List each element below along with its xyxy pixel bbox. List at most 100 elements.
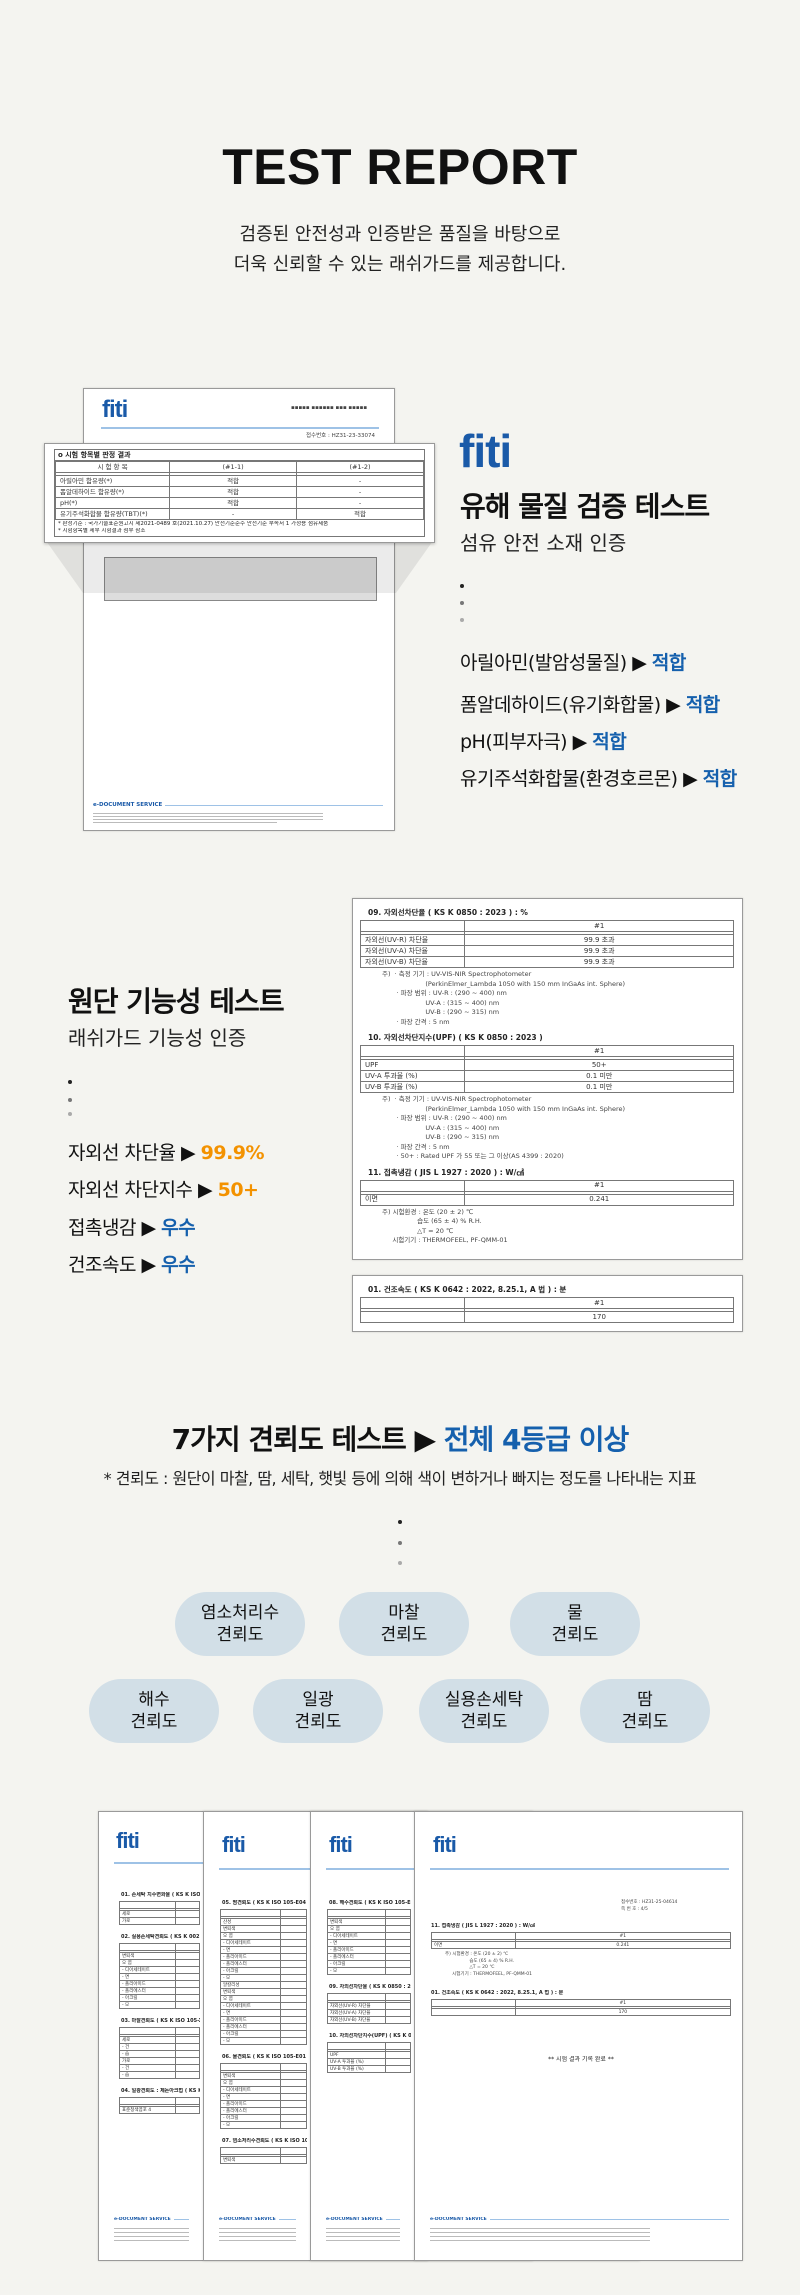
result-label: pH(피부자극): [460, 731, 573, 753]
table-row: - 모: [326, 1967, 411, 1975]
table-cell: 자외선(UV-B) 차단율: [326, 2016, 387, 2024]
table-cell: - 모: [119, 2001, 176, 2009]
table-cell: [280, 2093, 307, 2101]
header-cell: [280, 2063, 307, 2071]
table-cell: [280, 2072, 307, 2080]
fiti-logo: fiti: [116, 1828, 140, 1853]
table-heading: 04. 일광견뢰도 : 제논아크법 ( KS K: [121, 2088, 200, 2094]
spacer: [327, 2024, 411, 2033]
header-cell: #1: [464, 1297, 734, 1309]
table-heading: 01. 건조속도 ( KS K 0642 : 2022, 8.25.1, A 법…: [431, 1990, 564, 1996]
header-cell: #1: [514, 1932, 732, 1940]
table-note: * 판정기준 : 국가기술표준원고시 제2021-0489 호(2021.10.…: [58, 521, 329, 527]
table-cell: - 폴리에스터: [219, 2107, 282, 2115]
result-value: 50+: [217, 1179, 259, 1201]
table-row: - 면: [219, 2093, 307, 2101]
table-cell: - 폴리에스터: [219, 1960, 282, 1968]
table-cell: [175, 2071, 200, 2079]
footer-line: [114, 2228, 189, 2229]
table-cell: - 아크릴: [219, 2114, 282, 2122]
table-row: 가로: [119, 1917, 200, 1925]
table-header-row: #1: [359, 920, 734, 932]
table-cell: 적합: [169, 475, 298, 487]
table-row: - 아크릴: [326, 1960, 411, 1968]
header-cell: [326, 2042, 387, 2050]
table-row: 세로: [119, 2036, 200, 2044]
table-header-row: [219, 2147, 307, 2155]
table-cell: [280, 1925, 307, 1933]
result-label: 아릴아민(발암성물질): [460, 652, 633, 674]
table-cell: 오 염: [119, 1959, 176, 1967]
table-header-row: [119, 2027, 200, 2035]
table-heading: 05. 땀견뢰도 ( KS K ISO 105-E04 : 20: [222, 1900, 307, 1906]
table-cell: 이면: [359, 1193, 466, 1206]
doc-footer: e-DOCUMENT SERVICE: [430, 2217, 729, 2222]
table-heading: 09. 자외선차단율 ( KS K 0850 : 2023 ) : %: [329, 1984, 411, 1990]
subtitle-line: 검증된 안전성과 인증받은 품질을 바탕으로: [239, 224, 561, 245]
table-row: 세로: [119, 1910, 200, 1918]
table-header-row: #1: [359, 1179, 734, 1192]
table-cell: [280, 1932, 307, 1940]
table-row: - 디아세테이트: [219, 2002, 307, 2010]
table-note: * 시험항목별 세부 시험결과 첨부 참조: [58, 528, 146, 534]
table-cell: 가로: [119, 2057, 176, 2065]
result-label: 접촉냉감: [68, 1217, 142, 1239]
receipt-number: 접수번호 : HZ31-25-04614: [621, 1900, 678, 1905]
data-table: 변퇴색 오 염- 디아세테이트 - 면- 폴리아미드 - 폴리에스터 - 아크릴 - 모: [219, 2063, 307, 2129]
table-cell: - 디아세테이트: [119, 1966, 176, 1974]
black-right-triangle-icon: ▶: [683, 768, 703, 790]
data-table: #1 170: [359, 1297, 734, 1323]
fastness-pill: 마찰 견뢰도: [339, 1592, 469, 1656]
table-row: 알칼리성: [219, 1981, 307, 1989]
table-cell: [385, 2065, 411, 2073]
header-cell: #1: [464, 1045, 734, 1057]
table-cell: [175, 1973, 200, 1981]
table-note: 주) · 측정 기기 : UV-VIS-NIR Spectrophotomete…: [382, 970, 626, 1026]
header-cell: [385, 1909, 411, 1917]
table-cell: [385, 2016, 411, 2024]
table-cell: [280, 2037, 307, 2045]
result-label: 폼알데하이드(유기화합물): [460, 694, 667, 716]
table-cell: 99.9 초과: [464, 945, 734, 957]
header-cell: [175, 2097, 200, 2105]
table-cell: [385, 2051, 411, 2059]
footer-line: [430, 2240, 650, 2241]
table-row: UPF: [326, 2051, 411, 2059]
table-row: 자외선(UV-B) 차단율: [326, 2016, 411, 2024]
table-row: 산성: [219, 1918, 307, 1926]
black-right-triangle-icon: ▶: [197, 1179, 218, 1201]
table-cell: [280, 2114, 307, 2122]
table-row: - 폴리아미드: [119, 1980, 200, 1988]
table-row: - 폴리아미드: [219, 2016, 307, 2024]
report-page: fiti 접수번호 : HZ31-25-04614 쪽 번 호 : 4/5 11. 접…: [414, 1811, 743, 2261]
result-value: 적합: [685, 694, 720, 716]
table-heading: 01. 손세탁 치수변화율 ( KS K ISO 5077: [121, 1892, 200, 1898]
table-cell: [280, 1960, 307, 1968]
result-value: 99.9%: [200, 1142, 265, 1164]
table-cell: - 모: [219, 2037, 282, 2045]
table-row: 폼알데하이드 함유량(*) 적합 -: [54, 486, 424, 498]
table-cell: [280, 2030, 307, 2038]
table-row: 자외선(UV-R) 차단율 99.9 초과: [359, 934, 734, 946]
footer-line: [219, 2236, 296, 2237]
table-cell: [280, 1981, 307, 1989]
table-cell: - 아크릴: [219, 2030, 282, 2038]
data-table: 자외선(UV-R) 차단율 자외선(UV-A) 차단율 자외선(UV-B) 차단율: [326, 1993, 411, 2024]
footer-lines: [219, 2225, 296, 2244]
table-row: - 폴리에스터: [119, 1987, 200, 1995]
fiti-logo: fiti: [459, 425, 512, 477]
result-label: 유기주석화합물(환경호르몬): [460, 768, 684, 790]
table-cell: 자외선(UV-A) 차단율: [326, 2009, 387, 2017]
table-cell: 폼알데하이드 함유량(*): [54, 486, 171, 498]
table-cell: UV-B 투과율 (%): [359, 1081, 466, 1093]
result-item: 유기주석화합물(환경호르몬) ▶ 적합: [460, 764, 737, 791]
footer-lines: [326, 2225, 400, 2244]
table-row: 오 염: [119, 1959, 200, 1967]
table-cell: [280, 2079, 307, 2087]
footer-line: [114, 2236, 189, 2237]
table-cell: [280, 2121, 307, 2129]
table-cell: [175, 1959, 200, 1967]
footer-line: [219, 2228, 296, 2229]
table-cell: [385, 2009, 411, 2017]
